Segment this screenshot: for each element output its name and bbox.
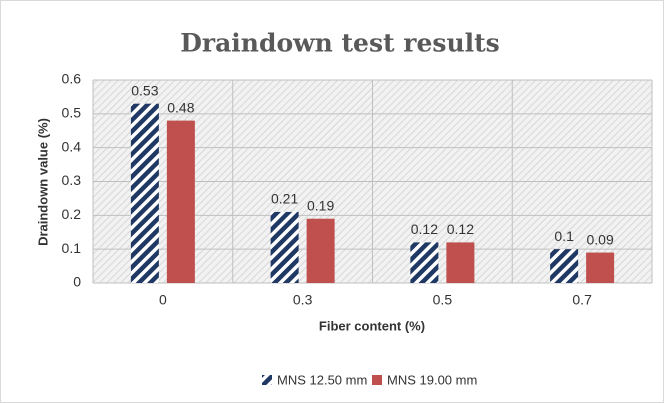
y-tick-label: 0.1: [62, 240, 82, 256]
x-tick-label: 0: [159, 292, 167, 308]
y-tick-label: 0.5: [62, 105, 82, 121]
chart-title: Draindown test results: [180, 29, 500, 58]
bar: [550, 249, 579, 283]
data-label: 0.12: [411, 221, 438, 237]
bar: [130, 103, 159, 283]
data-label: 0.12: [447, 221, 474, 237]
legend-label: MNS 12.50 mm: [277, 372, 367, 387]
x-axis-label: Fiber content (%): [319, 318, 425, 333]
x-tick-label: 0.3: [293, 292, 313, 308]
bar: [306, 218, 335, 283]
y-axis-label: Draindown value (%): [35, 118, 50, 246]
data-label: 0.1: [554, 228, 574, 244]
legend-label: MNS 19.00 mm: [387, 372, 477, 387]
y-tick-label: 0: [73, 274, 81, 290]
y-tick-label: 0.4: [62, 138, 82, 154]
y-tick-label: 0.3: [62, 172, 82, 188]
data-label: 0.09: [587, 231, 614, 247]
y-tick-label: 0.2: [62, 206, 82, 222]
bar: [410, 242, 439, 283]
legend-swatch: [372, 375, 382, 385]
data-label: 0.21: [271, 191, 298, 207]
data-label: 0.19: [307, 197, 334, 213]
bar: [586, 252, 615, 283]
bar: [446, 242, 475, 283]
x-tick-label: 0.7: [572, 292, 592, 308]
data-label: 0.48: [167, 99, 194, 115]
bar: [166, 120, 195, 283]
x-tick-label: 0.5: [433, 292, 453, 308]
bar: [270, 211, 299, 283]
data-label: 0.53: [131, 82, 158, 98]
legend-swatch: [262, 375, 272, 385]
y-tick-label: 0.6: [62, 71, 82, 87]
